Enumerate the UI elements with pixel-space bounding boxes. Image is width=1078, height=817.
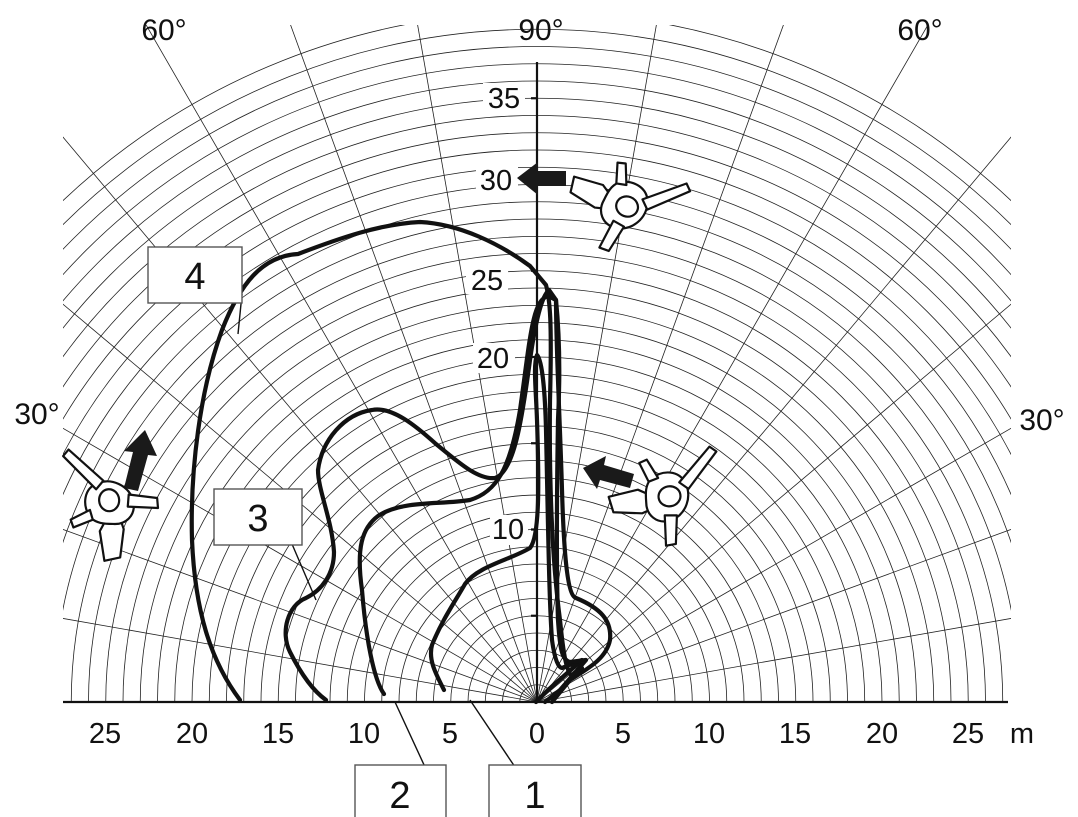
leader-line-2: [394, 701, 426, 768]
person-top-view-icon: [602, 444, 733, 556]
direction-arrow-icon: [124, 430, 157, 491]
angle-label-left-60: 60°: [141, 14, 186, 47]
x-tick-label: 20: [866, 718, 898, 750]
grid-radial-line: [290, 25, 538, 703]
x-axis-unit: m: [1010, 718, 1034, 750]
curve-label-2: 2: [354, 764, 447, 817]
x-tick-label: 0: [529, 718, 545, 750]
x-tick-label: 25: [952, 718, 984, 750]
y-tick-label: 20: [477, 343, 509, 375]
grid-circle: [63, 46, 1011, 250]
svg-text:3: 3: [247, 498, 268, 540]
person-top-view-icon: [61, 441, 164, 565]
grid-radial-line: [63, 427, 538, 703]
y-axis-labels: 10 20 25 30 35: [466, 83, 528, 546]
x-tick-label: 15: [262, 718, 294, 750]
curve-1: [428, 352, 585, 705]
grid-radial-line: [536, 25, 657, 703]
y-tick-label: 30: [480, 165, 512, 197]
x-axis-labels: 25 20 15 10 5 0 5 10 15 20 25 m: [89, 718, 1034, 750]
x-tick-label: 10: [348, 718, 380, 750]
angle-label-left-30: 30°: [14, 398, 59, 431]
grid-radial-line: [145, 25, 538, 703]
svg-text:1: 1: [524, 775, 545, 817]
x-tick-label: 25: [89, 718, 121, 750]
leader-line-3: [291, 543, 317, 601]
grid-circle: [63, 28, 1011, 226]
y-tick-label: 25: [471, 265, 503, 297]
angle-label-right-30: 30°: [1019, 404, 1064, 437]
grid-radial-line: [536, 25, 929, 703]
angle-label-right-60: 60°: [897, 14, 942, 47]
polar-grid: [63, 25, 1011, 703]
grid-radial-line: [63, 618, 538, 703]
grid-radial-line: [536, 618, 1011, 703]
grid-radial-line: [63, 136, 538, 703]
curve-label-3: 3: [213, 488, 303, 546]
grid-radial-line: [536, 427, 1011, 703]
grid-radial-line: [536, 136, 1011, 703]
grid-radial-line: [536, 529, 1011, 703]
x-tick-label: 20: [176, 718, 208, 750]
curve-2: [357, 293, 589, 705]
x-tick-label: 10: [693, 718, 725, 750]
curve-label-4: 4: [147, 246, 243, 304]
curve-label-1: 1: [488, 764, 582, 817]
x-tick-label: 15: [779, 718, 811, 750]
svg-text:4: 4: [184, 256, 205, 298]
curve-3: [283, 287, 613, 705]
grid-radial-line: [63, 303, 538, 703]
grid-radial-line: [536, 25, 784, 703]
x-tick-label: 5: [615, 718, 631, 750]
grid-circle: [63, 63, 1011, 276]
grid-radial-line: [536, 303, 1011, 703]
leader-line-1: [469, 699, 516, 768]
x-tick-label: 5: [442, 718, 458, 750]
y-tick-label: 10: [492, 514, 524, 546]
person-top-view-icon: [553, 145, 694, 272]
grid-radial-line: [417, 25, 538, 703]
direction-arrow-icon: [517, 162, 566, 195]
angle-label-top-90: 90°: [518, 14, 563, 47]
y-tick-label: 35: [488, 83, 520, 115]
curve-4: [189, 219, 585, 703]
direction-arrow-icon: [583, 456, 634, 489]
svg-text:2: 2: [389, 775, 410, 817]
